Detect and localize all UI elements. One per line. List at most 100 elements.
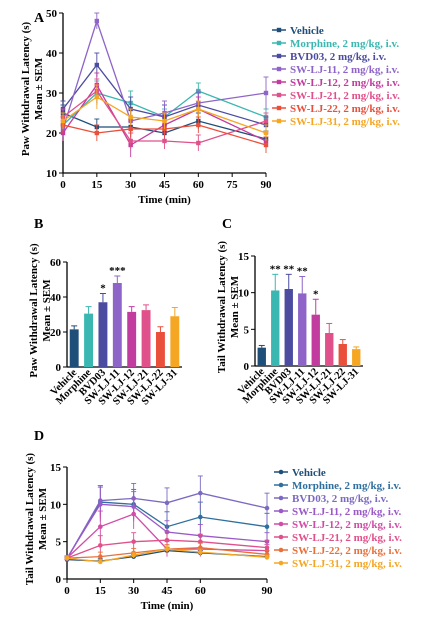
chart-b-y-tick-label: 0	[56, 362, 62, 374]
chart-b-bar-sw-lj-11	[112, 283, 122, 367]
chart-a-data-point	[263, 90, 269, 96]
chart-a-y-tick-label: 30	[46, 88, 58, 100]
chart-a-x-tick-label: 45	[159, 179, 171, 191]
chart-d-data-point	[64, 555, 70, 561]
chart-d-data-point	[264, 524, 270, 530]
panel-label-b: B	[34, 217, 43, 232]
chart-a-legend-marker	[276, 118, 282, 124]
chart-d-x-tick-label: 0	[64, 585, 70, 597]
chart-b-bar-bvd03	[98, 302, 108, 367]
panel-label-a: A	[34, 11, 45, 26]
chart-a-legend-label: SW-LJ-31, 2 mg/kg, i.v.	[290, 116, 400, 128]
chart-a-x-tick-label: 30	[125, 179, 137, 191]
chart-d-legend-marker	[278, 521, 284, 527]
chart-a-x-axis-label: Time (min)	[138, 194, 191, 206]
chart-c-significance-mark: **	[283, 263, 295, 275]
chart-a-x-tick-label: 90	[261, 179, 273, 191]
chart-c-bar-sw-lj-11	[298, 293, 307, 366]
chart-d-x-tick-label: 90	[262, 585, 274, 597]
chart-d-legend-label: Morphine, 2 mg/kg, i.v.	[292, 480, 401, 492]
chart-a-y-tick-label: 50	[46, 8, 58, 20]
chart-a-series-line-bvd03	[62, 63, 267, 126]
chart-a-series-line-morphine	[62, 90, 267, 126]
chart-d-legend-label: SW-LJ-11, 2 mg/kg, i.v.	[292, 506, 402, 518]
chart-c-y-tick-label: 5	[244, 324, 250, 336]
chart-d-data-point	[131, 552, 136, 558]
chart-d-legend-marker	[278, 547, 284, 553]
chart-d-legend-marker	[278, 482, 284, 488]
chart-a-y-axis-label: Paw Withdrawal Latency (s)Mean ± SEM	[20, 21, 45, 156]
chart-d-x-tick-label: 45	[162, 585, 174, 597]
chart-d-legend-label: SW-LJ-12, 2 mg/kg, i.v.	[292, 519, 402, 531]
chart-b-bar-sw-lj-21	[141, 310, 151, 367]
chart-a-data-point	[94, 94, 100, 100]
chart-c-y-axis-label-line: Tail Withdrawal Latency (s)	[216, 241, 228, 373]
chart-a-legend-marker	[276, 92, 282, 98]
chart-d-series-line-sw-lj-22	[66, 546, 268, 559]
panel-label-c: C	[222, 217, 232, 232]
chart-a-data-point	[60, 118, 66, 124]
chart-d-y-tick-label: 5	[56, 537, 62, 549]
chart-d-series-line-sw-lj-21	[66, 539, 268, 559]
chart-c-bar-sw-lj-12	[311, 314, 320, 366]
chart-a-legend-label: Vehicle	[290, 25, 324, 37]
chart-d-data-point	[98, 543, 103, 548]
chart-d-legend-label: BVD03, 2 mg/kg, i.v.	[292, 493, 389, 505]
chart-a-data-point	[94, 18, 100, 24]
chart-d-legend-marker	[278, 495, 284, 501]
panel-label-d: D	[34, 429, 44, 444]
chart-a-legend-label: Morphine, 2 mg/kg, i.v.	[290, 38, 399, 50]
chart-a-legend-marker	[276, 27, 282, 33]
chart-d-y-tick-label: 0	[56, 574, 62, 586]
chart-a-data-point	[162, 138, 167, 144]
chart-a-data-point	[263, 142, 269, 148]
chart-a-series-line-sw-lj-31	[62, 96, 267, 134]
chart-d-data-point	[98, 502, 103, 507]
chart-d-data-point	[198, 514, 203, 520]
chart-d-data-point	[131, 511, 136, 517]
chart-a-data-point	[128, 114, 133, 120]
chart-c-bar-sw-lj-21	[325, 333, 334, 366]
chart-d-data-point	[264, 555, 270, 560]
chart-c-y-tick-label: 10	[238, 288, 250, 300]
chart-c-bar-vehicle	[257, 347, 266, 366]
chart-d-legend-marker	[278, 469, 284, 475]
chart-a-y-tick-label: 20	[46, 128, 58, 140]
chart-d-data-point	[131, 539, 136, 544]
chart-d-data-point	[98, 559, 103, 565]
chart-c-significance-mark: *	[313, 288, 319, 300]
chart-a-data-point	[263, 118, 269, 124]
chart-a-data-point	[162, 118, 167, 124]
chart-a-x-tick-label: 15	[91, 179, 103, 191]
chart-d-x-tick-label: 15	[95, 585, 107, 597]
chart-a-y-axis-label-line: Mean ± SEM	[33, 57, 45, 120]
chart-d-data-point	[98, 524, 103, 530]
chart-a-series-line-sw-lj-21	[62, 90, 267, 144]
chart-d-series-line-sw-lj-11	[66, 503, 268, 559]
chart-a-data-point	[263, 130, 269, 136]
chart-a-legend-label: SW-LJ-22, 2 mg/kg, i.v.	[290, 103, 400, 115]
chart-b-significance-mark: ***	[109, 265, 126, 277]
chart-d-legend-marker	[278, 560, 284, 566]
chart-c-y-tick-label: 0	[244, 361, 250, 373]
chart-d-legend-label: SW-LJ-22, 2 mg/kg, i.v.	[292, 545, 402, 557]
chart-a-x-tick-label: 0	[60, 179, 66, 191]
chart-a-y-tick-label: 10	[46, 168, 58, 180]
chart-d-tail-time-course: 0 5 10 15 0 15 30 45 60 90 Time (min) Tail Withdraw…	[24, 453, 402, 612]
chart-d-series-line-bvd03	[66, 492, 268, 560]
chart-b-y-tick-label: 20	[50, 327, 62, 339]
chart-a-series-line-sw-lj-11	[62, 18, 267, 130]
chart-d-legend-label: Vehicle	[292, 467, 326, 479]
chart-a-legend-marker	[276, 79, 282, 85]
chart-a-data-point	[94, 62, 100, 68]
chart-d-legend-marker	[278, 508, 284, 514]
chart-d-y-axis-label: Tail Withdrawal Latency (s)Mean ± SEM	[24, 453, 49, 585]
chart-d-data-point	[164, 500, 170, 506]
chart-d-legend-label: SW-LJ-21, 2 mg/kg, i.v.	[292, 532, 402, 544]
chart-b-bar-sw-lj-12	[127, 311, 137, 367]
chart-d-y-axis-label-line: Mean ± SEM	[37, 487, 49, 550]
chart-d-x-tick-label: 30	[128, 585, 140, 597]
chart-c-significance-mark: **	[297, 266, 309, 278]
chart-a-series-line-sw-lj-22	[62, 124, 267, 146]
chart-a-data-point	[196, 106, 201, 112]
